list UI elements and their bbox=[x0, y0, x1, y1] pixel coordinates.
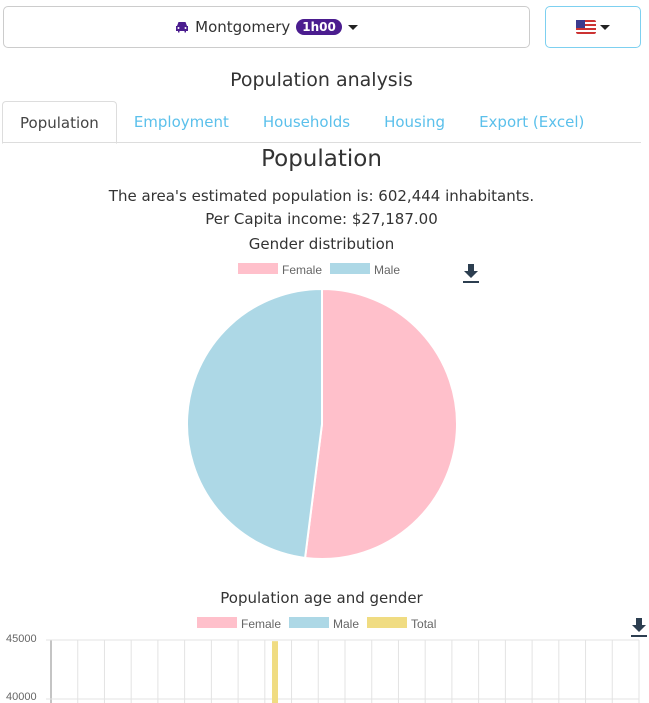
population-text: The area's estimated population is: 602,… bbox=[108, 187, 535, 205]
time-badge: 1h00 bbox=[296, 19, 342, 35]
income-text: Per Capita income: $27,187.00 bbox=[205, 210, 438, 228]
gender-pie-chart bbox=[186, 287, 458, 560]
legend-female[interactable]: Female bbox=[197, 617, 281, 631]
tab-households[interactable]: Households bbox=[262, 113, 351, 131]
caret-down-icon bbox=[347, 24, 358, 30]
page-title: Population analysis bbox=[230, 69, 413, 91]
legend-male[interactable]: Male bbox=[289, 617, 359, 631]
tab-housing[interactable]: Housing bbox=[384, 113, 446, 131]
section-title: Population bbox=[261, 146, 382, 172]
legend-male[interactable]: Male bbox=[330, 263, 400, 277]
tab-employment[interactable]: Employment bbox=[133, 113, 229, 131]
tab-bar: Population Employment Households Housing… bbox=[2, 101, 641, 144]
tab-population[interactable]: Population bbox=[2, 101, 117, 144]
language-dropdown-button[interactable] bbox=[545, 6, 641, 48]
car-icon bbox=[176, 22, 189, 33]
age-chart-title: Population age and gender bbox=[220, 589, 423, 607]
tab-export-excel[interactable]: Export (Excel) bbox=[479, 113, 585, 131]
legend-female[interactable]: Female bbox=[238, 263, 322, 277]
gender-legend: Female Male bbox=[238, 263, 400, 277]
y-tick-45000: 45000 bbox=[6, 633, 37, 645]
location-dropdown-button[interactable]: Montgomery 1h00 bbox=[3, 6, 530, 48]
bar-total[interactable] bbox=[272, 641, 278, 703]
gender-chart-title: Gender distribution bbox=[248, 235, 395, 253]
legend-total[interactable]: Total bbox=[367, 617, 436, 631]
age-legend: Female Male Total bbox=[197, 617, 436, 631]
pie-slice-female[interactable] bbox=[303, 287, 458, 560]
caret-down-icon bbox=[600, 24, 610, 30]
pie-slice-male[interactable] bbox=[186, 287, 323, 560]
age-bar-chart bbox=[46, 639, 640, 703]
y-tick-40000: 40000 bbox=[6, 691, 37, 703]
location-name: Montgomery bbox=[195, 18, 291, 36]
download-icon[interactable] bbox=[630, 618, 648, 638]
us-flag-icon bbox=[576, 20, 596, 34]
download-icon[interactable] bbox=[462, 264, 480, 284]
